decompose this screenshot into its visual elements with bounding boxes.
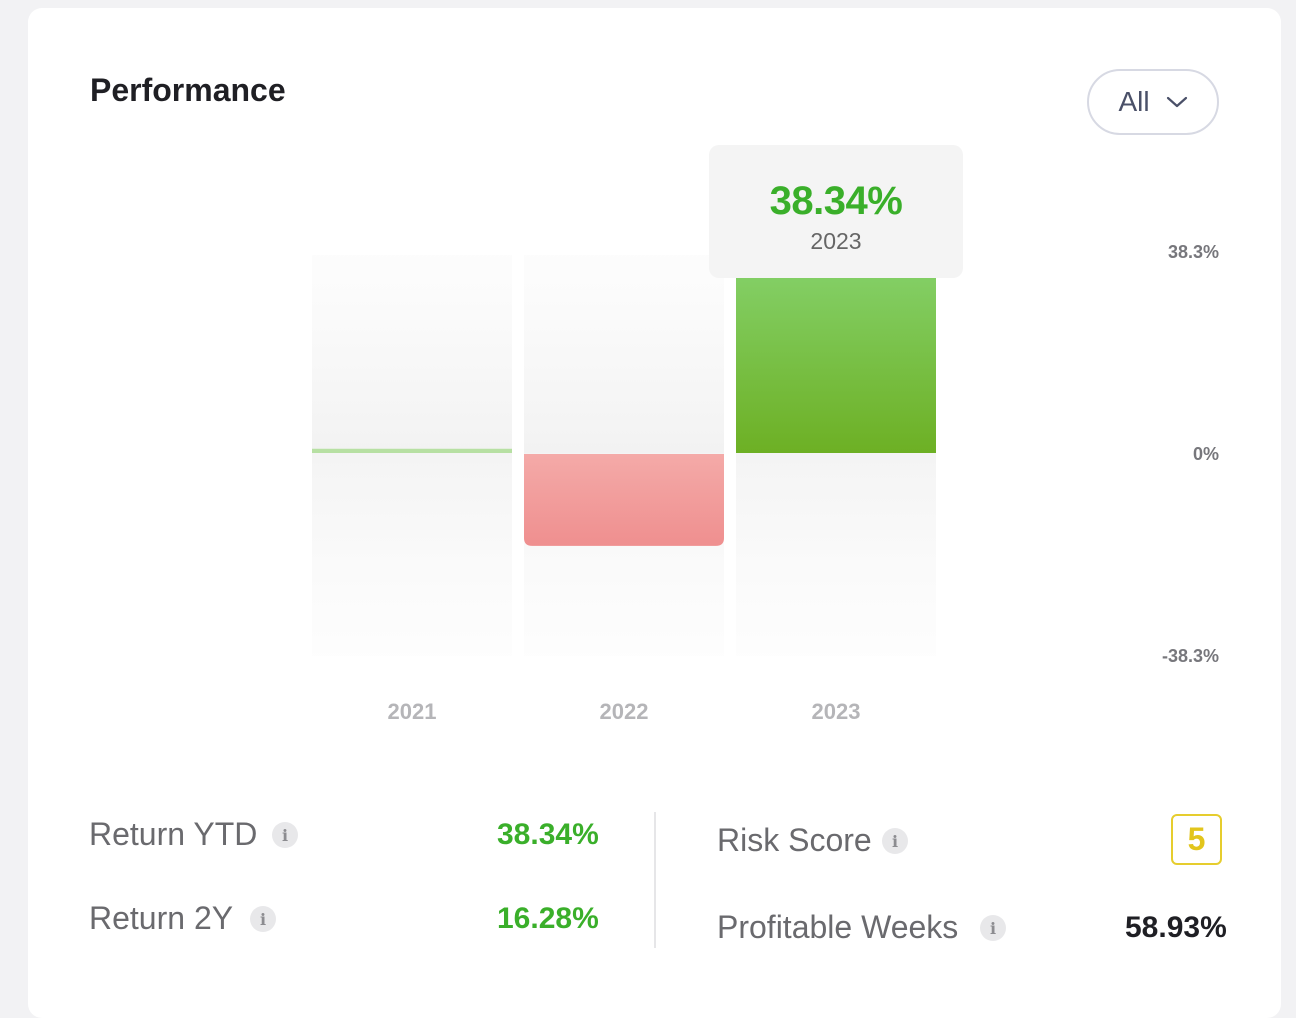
profitable-weeks-label: Profitable Weeks [717, 909, 959, 945]
x-tick-label: 2021 [388, 699, 437, 724]
range-dropdown-label: All [1118, 86, 1150, 117]
bar-2021[interactable] [312, 448, 512, 453]
column-background [736, 453, 936, 656]
tooltip-category: 2023 [810, 228, 862, 254]
range-dropdown-button[interactable]: All [1087, 69, 1219, 135]
return-2y-value: 16.28% [497, 902, 599, 935]
performance-bar-chart: 2021 2022 2023 38.3% 0% -38.3% [95, 242, 1219, 724]
info-icon[interactable]: i [250, 906, 276, 932]
x-tick-label: 2022 [600, 699, 649, 724]
page-title: Performance [90, 72, 286, 108]
chevron-down-icon [1166, 96, 1187, 108]
info-icon[interactable]: i [882, 828, 908, 854]
bar-2022[interactable] [524, 454, 724, 546]
return-2y-label: Return 2Y [89, 900, 234, 936]
y-tick-label: -38.3% [1162, 646, 1219, 666]
column-background [312, 453, 512, 656]
tooltip-value: 38.34% [769, 179, 903, 223]
column-background [312, 255, 512, 453]
return-ytd-label: Return YTD [89, 816, 258, 852]
info-icon[interactable]: i [272, 822, 298, 848]
x-tick-label: 2023 [812, 699, 861, 724]
risk-score-badge: 5 [1171, 814, 1222, 865]
column-background [524, 255, 724, 453]
info-icon[interactable]: i [980, 915, 1006, 941]
bar-2023[interactable] [736, 250, 936, 453]
y-tick-label: 38.3% [1168, 242, 1219, 262]
stats-divider [654, 812, 656, 948]
profitable-weeks-value: 58.93% [1125, 911, 1227, 944]
bar-tooltip: 38.34% 2023 [709, 145, 963, 278]
y-tick-label: 0% [1193, 444, 1219, 464]
return-ytd-value: 38.34% [497, 818, 599, 851]
risk-score-label: Risk Score [717, 822, 872, 858]
